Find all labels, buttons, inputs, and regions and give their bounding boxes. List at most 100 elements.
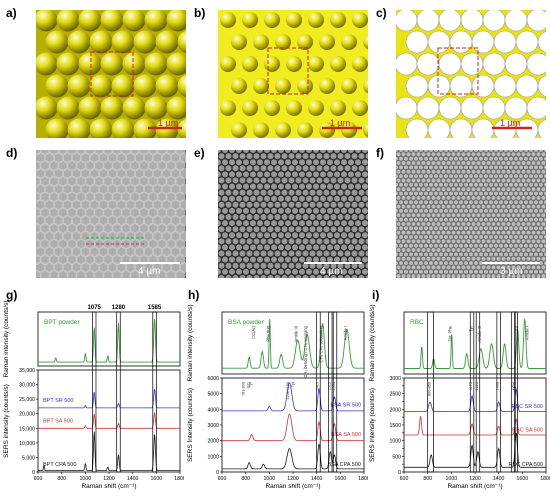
sem-particle	[396, 200, 398, 205]
sem-particle	[306, 244, 312, 251]
sem-particle	[484, 208, 488, 213]
sem-particle	[516, 239, 521, 244]
hemisphere	[253, 78, 269, 94]
sem-particle	[506, 187, 511, 192]
sem-particle	[334, 256, 340, 263]
sem-particle	[431, 187, 436, 192]
sem-particle	[454, 191, 458, 196]
sem-particle	[526, 178, 531, 183]
hole	[416, 10, 440, 32]
sem-particle	[464, 208, 468, 213]
sem-particle	[264, 195, 270, 202]
sem-particle	[494, 269, 498, 274]
sem-particle	[355, 183, 361, 190]
sphere	[56, 10, 80, 32]
sem-particle	[529, 235, 533, 239]
sem-particle	[461, 195, 466, 200]
sem-particle	[491, 204, 496, 209]
sem-particle	[281, 250, 288, 257]
sem-particle	[320, 220, 326, 227]
sem-particle	[344, 165, 351, 172]
sem-particle	[401, 178, 406, 183]
bottom-plot-frame	[403, 377, 547, 473]
sem-particle	[396, 165, 398, 170]
sem-image-f: 3 µm	[396, 150, 546, 278]
sem-particle	[295, 250, 302, 257]
sem-particle	[399, 252, 403, 257]
sem-particle	[451, 213, 456, 218]
sem-particle	[444, 261, 448, 266]
hemisphere	[220, 100, 236, 116]
sem-particle	[519, 208, 523, 213]
sem-particle	[267, 214, 274, 220]
sem-particle	[536, 152, 541, 157]
hole	[427, 118, 451, 138]
sem-particle	[358, 226, 365, 233]
sem-particle	[474, 182, 478, 187]
sem-particle	[531, 187, 536, 192]
sphere	[144, 10, 168, 32]
sem-particle	[295, 165, 302, 172]
unit-cell-box	[90, 51, 134, 97]
sem-particle	[424, 165, 428, 170]
sem-particle	[444, 156, 448, 161]
sem-particle	[330, 274, 337, 278]
hemisphere	[341, 34, 357, 50]
sem-particle	[396, 208, 398, 213]
sem-particle	[327, 150, 333, 153]
sem-particle	[516, 187, 521, 192]
series-label: RBC CPA 500	[509, 462, 543, 468]
sem-particle	[316, 250, 323, 257]
sem-particle	[541, 239, 546, 244]
bottom-annotation: Tyr	[291, 381, 295, 387]
sem-image-e: 4 µm	[218, 150, 368, 278]
sem-particle	[449, 165, 453, 170]
top-series-label: BSA powder	[228, 319, 265, 326]
sem-particle	[431, 230, 436, 235]
sem-particle	[334, 220, 340, 227]
sem-particle	[348, 232, 354, 239]
sem-particle	[365, 226, 368, 233]
sem-particle	[519, 150, 523, 152]
bottom-annotation: 1554	[332, 382, 336, 390]
sem-particle	[506, 195, 511, 200]
sem-particle	[486, 161, 491, 165]
sem-particle	[431, 178, 436, 183]
sphere	[122, 96, 146, 120]
sem-particle	[479, 269, 483, 274]
sem-particle	[466, 239, 471, 244]
sem-particle	[509, 200, 513, 205]
sem-particle	[496, 169, 501, 174]
sem-particle	[471, 169, 476, 174]
sem-particle	[411, 152, 416, 157]
sem-particle	[409, 252, 413, 257]
sem-particle	[404, 243, 408, 248]
sem-particle	[481, 265, 486, 270]
sem-particle	[406, 152, 411, 157]
bottom-annotation: 1175	[469, 382, 473, 390]
y-tick-label: 3000	[207, 423, 219, 429]
sem-particle	[316, 177, 323, 184]
sem-particle	[476, 265, 481, 270]
sem-particle	[424, 243, 428, 248]
sem-particle	[516, 161, 521, 165]
x-tick-label: 800	[241, 476, 250, 482]
sem-particle	[526, 152, 531, 157]
sem-particle	[421, 239, 426, 244]
sem-particle	[323, 201, 330, 208]
sem-particle	[406, 222, 411, 226]
sem-particle	[509, 174, 513, 179]
bottom-series-line	[222, 443, 364, 470]
sem-particle	[539, 156, 543, 161]
sem-particle	[484, 269, 488, 274]
sem-particle	[232, 214, 239, 220]
sem-particle	[341, 232, 347, 239]
sem-particle	[260, 165, 267, 172]
sem-particle	[344, 274, 351, 278]
sem-particle	[257, 171, 263, 178]
sem-particle	[365, 177, 368, 184]
sem-particle	[541, 222, 546, 226]
sem-particle	[419, 269, 423, 274]
sem-particle	[285, 256, 291, 263]
sem-particle	[406, 195, 411, 200]
